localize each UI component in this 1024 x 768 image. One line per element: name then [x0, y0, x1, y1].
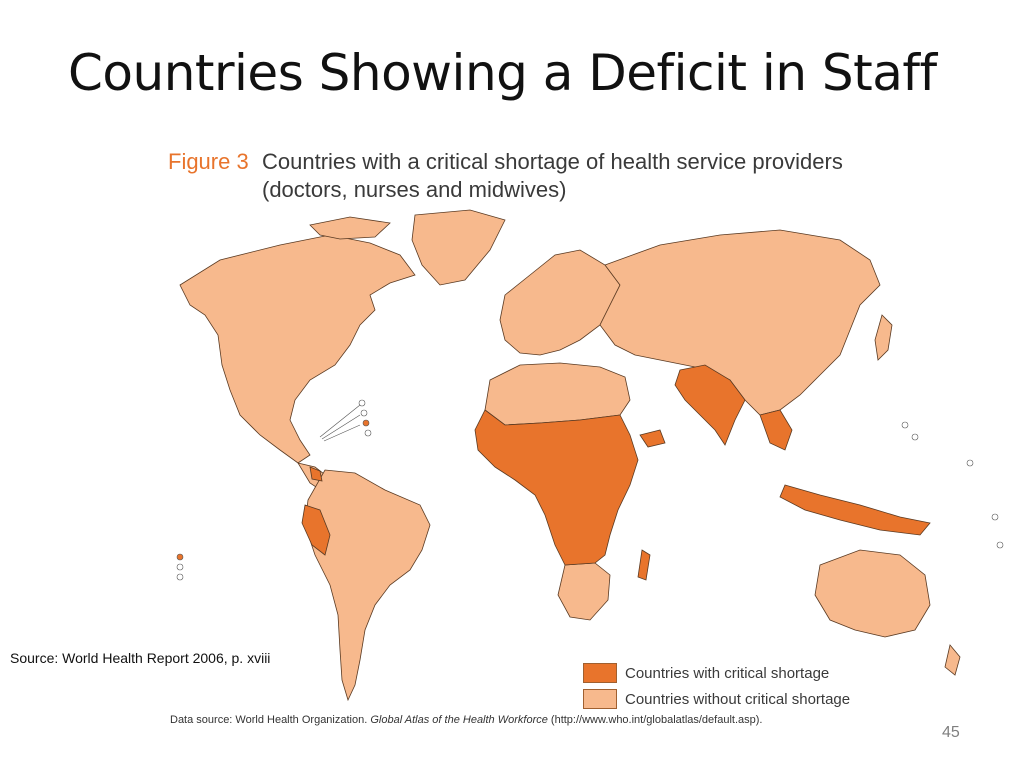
asia-shape	[599, 229, 881, 416]
map-legend: Countries with critical shortage Countri…	[583, 660, 850, 712]
source-citation: Source: World Health Report 2006, p. xvi…	[10, 650, 271, 666]
figure-number: Figure 3	[168, 149, 249, 174]
central-africa-critical	[474, 409, 639, 566]
south-america-shape	[304, 469, 431, 702]
legend-swatch-critical	[583, 663, 617, 683]
data-source-note: Data source: World Health Organization. …	[170, 714, 762, 726]
pacific-island-markers	[176, 421, 1004, 581]
southeast-asia-critical	[759, 409, 793, 451]
yemen-critical	[639, 429, 666, 448]
central-america-critical	[309, 466, 323, 482]
australia-shape	[814, 549, 931, 638]
japan-shape	[874, 314, 893, 361]
greenland-shape	[411, 209, 506, 286]
data-source-title: Global Atlas of the Health Workforce	[370, 714, 548, 726]
map-land-non-critical	[179, 209, 961, 702]
legend-item-non-critical: Countries without critical shortage	[583, 686, 850, 712]
europe-shape	[499, 249, 621, 356]
slide-title: Countries Showing a Deficit in Staff	[68, 44, 937, 102]
legend-label-critical: Countries with critical shortage	[625, 664, 830, 682]
legend-label-non-critical: Countries without critical shortage	[625, 690, 851, 708]
page-number: 45	[942, 724, 960, 741]
south-asia-critical	[674, 364, 746, 446]
indonesia-critical	[779, 484, 931, 536]
caption-line-1: Countries with a critical shortage of he…	[262, 149, 843, 174]
data-source-suffix: (http://www.who.int/globalatlas/default.…	[547, 714, 763, 726]
map-land-critical	[301, 364, 931, 581]
world-map	[176, 209, 1004, 702]
new-zealand-shape	[944, 644, 961, 676]
caption-line-2: (doctors, nurses and midwives)	[262, 177, 567, 202]
caribbean-callouts	[319, 399, 372, 442]
north-america-shape	[179, 234, 416, 464]
southern-africa-shape	[557, 562, 611, 621]
arctic-islands-shape	[309, 216, 391, 240]
legend-item-critical: Countries with critical shortage	[583, 660, 850, 686]
legend-swatch-non-critical	[583, 689, 617, 709]
figure-caption: Figure 3 Countries with a critical shorta…	[168, 148, 843, 204]
data-source-prefix: Data source: World Health Organization.	[170, 714, 371, 726]
peru-critical	[301, 504, 331, 556]
north-africa-shape	[484, 362, 631, 426]
madagascar-critical	[637, 549, 651, 581]
